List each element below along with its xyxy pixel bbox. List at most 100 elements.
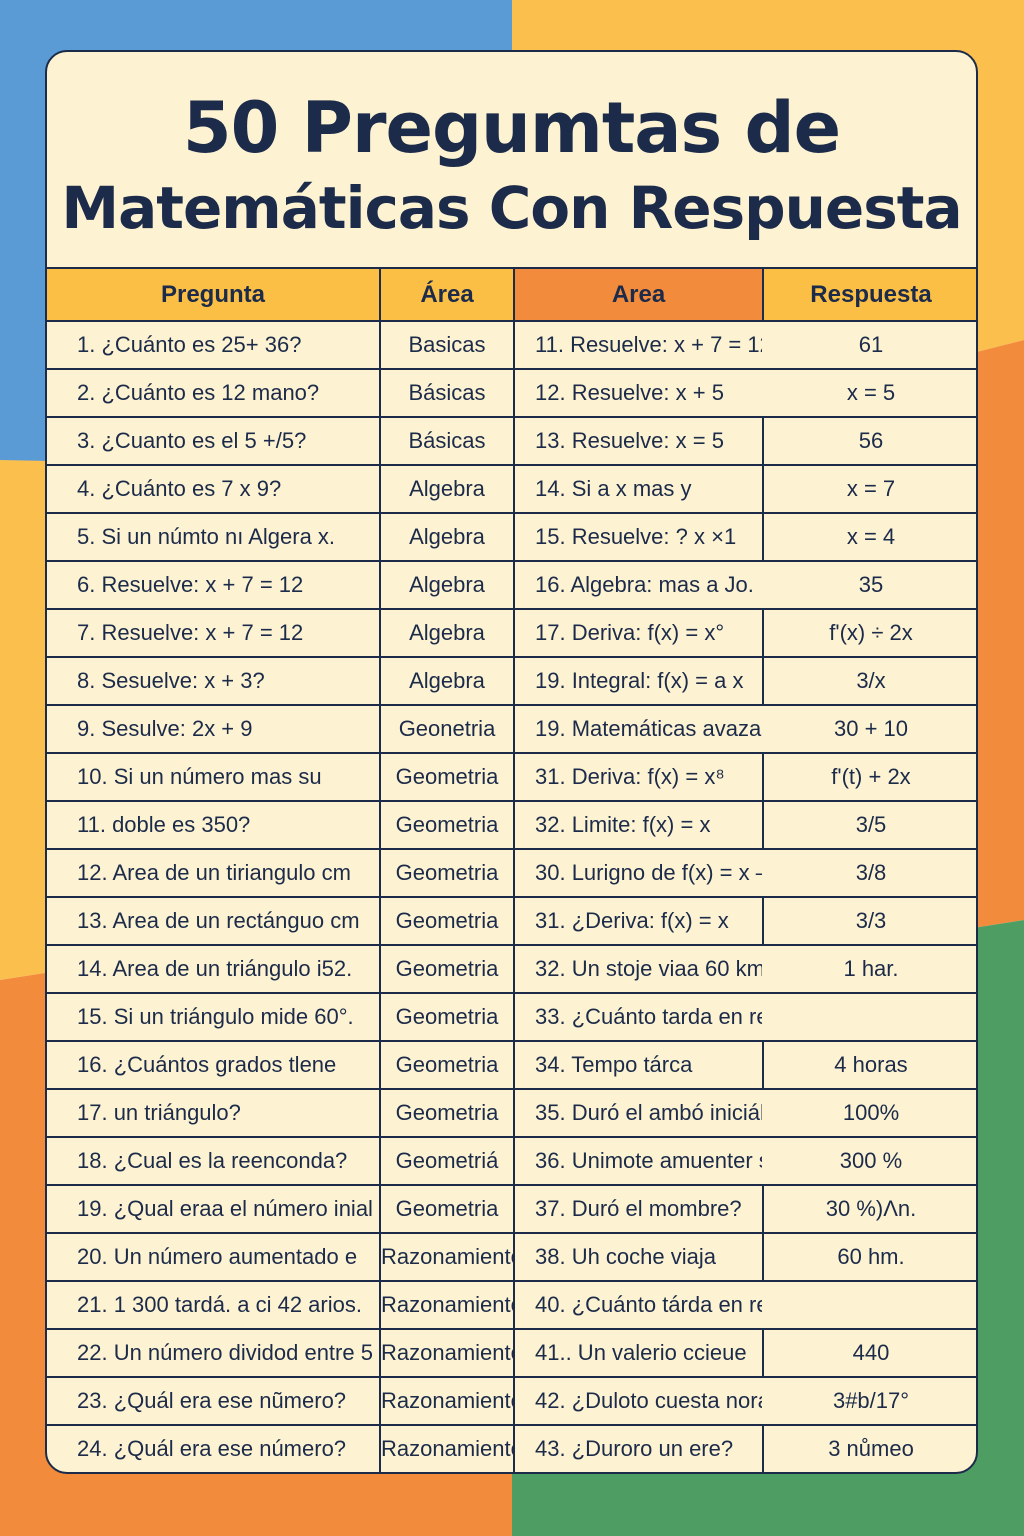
header-area: Área xyxy=(379,267,515,322)
question-2-cell: 19. Matemáticas avazadas xyxy=(513,704,763,754)
question-2-cell: 36. Unimote amuenter s. xyxy=(513,1136,763,1186)
question-2-cell: 11. Resuelve: x + 7 = 12 xyxy=(513,320,763,370)
question-cell: 2. ¿Cuánto es 12 mano? xyxy=(47,368,381,418)
area-cell: Geometria xyxy=(379,800,515,850)
answer-cell: 30 + 10 xyxy=(762,704,976,754)
question-2-cell: 33. ¿Cuánto tarda en recorrer 240 km? xyxy=(513,992,763,1042)
answer-cell xyxy=(762,1280,976,1330)
header-pregunta: Pregunta xyxy=(47,267,381,322)
table-row: 16. ¿Cuántos grados tlene Geometria 34. Te… xyxy=(47,1040,976,1090)
question-2-cell: 30. Lurigno de f(x) = x – 3 xyxy=(513,848,763,898)
area-cell: Básicas xyxy=(379,368,515,418)
question-2-cell: 32. Un stoje viaa 60 km en 1 xyxy=(513,944,763,994)
table-row: 9. Sesulve: 2x + 9 Geonetria 19. Matemátic… xyxy=(47,704,976,754)
answer-cell: 3/5 xyxy=(762,800,976,850)
area-cell: Algebra xyxy=(379,464,515,514)
answer-cell: 60 hm. xyxy=(762,1232,976,1282)
question-cell: 8. Sesuelve: x + 3? xyxy=(47,656,381,706)
answer-cell: 56 xyxy=(762,416,976,466)
question-2-cell: 16. Algebra: mas a Jo. xyxy=(513,560,763,610)
question-cell: 13. Area de un rectánguo cm xyxy=(47,896,381,946)
table-header-row: Pregunta Área Area Respuesta xyxy=(47,267,976,322)
area-cell: Básicas xyxy=(379,416,515,466)
area-cell: Razonamiento xyxy=(379,1232,515,1282)
answer-cell: 440 xyxy=(762,1328,976,1378)
area-cell: Geometriá xyxy=(379,1136,515,1186)
table-row: 22. Un número dividod entre 5 Razonamient… xyxy=(47,1328,976,1378)
table-row: 10. Si un número mas su Geometria 31. Deri… xyxy=(47,752,976,802)
question-cell: 18. ¿Cual es la reenconda? xyxy=(47,1136,381,1186)
question-2-cell: 31. ¿Deriva: f(x) = x xyxy=(513,896,764,946)
answer-cell: 3#b/17° xyxy=(762,1376,976,1426)
area-cell: Razonamiento xyxy=(379,1424,515,1472)
table-row: 15. Si un triángulo mide 60°. Geometria 33… xyxy=(47,992,976,1042)
question-cell: 6. Resuelve: x + 7 = 12 xyxy=(47,560,381,610)
question-2-cell: 19. Integral: f(x) = a x xyxy=(513,656,764,706)
question-2-cell: 13. Resuelve: x = 5 xyxy=(513,416,764,466)
answer-cell: 61 xyxy=(762,320,976,370)
area-cell: Razonamiento xyxy=(379,1376,515,1426)
table-row: 12. Area de un tiriangulo cm Geometria 30.… xyxy=(47,848,976,898)
answer-cell: 1 har. xyxy=(762,944,976,994)
question-2-cell: 43. ¿Duroro un ere? xyxy=(513,1424,764,1472)
answer-cell: f'(x) ÷ 2x xyxy=(762,608,976,658)
area-cell: Geometria xyxy=(379,1184,515,1234)
answer-cell: 3/8 xyxy=(762,848,976,898)
area-cell: Geometria xyxy=(379,752,515,802)
quiz-card: 50 Pregumtas de Matemáticas Con Respuest… xyxy=(45,50,978,1474)
table-row: 7. Resuelve: x + 7 = 12 Algebra 17. Deriva… xyxy=(47,608,976,658)
question-2-cell: 17. Deriva: f(x) = x° xyxy=(513,608,764,658)
question-cell: 23. ¿Quál era ese nũmero? xyxy=(47,1376,381,1426)
question-cell: 14. Area de un triángulo i52. xyxy=(47,944,381,994)
question-2-cell: 15. Resuelve: ? x ×1 xyxy=(513,512,764,562)
question-2-cell: 34. Tempo tárca xyxy=(513,1040,764,1090)
question-cell: 21. 1 300 tardá. a ci 42 arios. xyxy=(47,1280,381,1330)
table-row: 17. un triángulo? Geometria 35. Duró el am… xyxy=(47,1088,976,1138)
question-cell: 3. ¿Cuanto es el 5 +/5? xyxy=(47,416,381,466)
table-row: 24. ¿Quál era ese número? Razonamiento 43.… xyxy=(47,1424,976,1472)
header-area-2: Area xyxy=(513,267,764,322)
table-row: 1. ¿Cuánto es 25+ 36? Basicas 11. Resuelve… xyxy=(47,320,976,370)
table-row: 11. doble es 350? Geometria 32. Limite: f(… xyxy=(47,800,976,850)
question-2-cell: 41.. Un valerio ccieue xyxy=(513,1328,764,1378)
answer-cell: 30 %)Λn. xyxy=(762,1184,976,1234)
question-cell: 10. Si un número mas su xyxy=(47,752,381,802)
question-2-cell: 37. Duró el mombre? xyxy=(513,1184,764,1234)
answer-cell xyxy=(762,992,976,1042)
question-2-cell: 31. Deriva: f(x) = x⁸ xyxy=(513,752,764,802)
question-cell: 7. Resuelve: x + 7 = 12 xyxy=(47,608,381,658)
answer-cell: 3/3 xyxy=(762,896,976,946)
question-2-cell: 40. ¿Cuánto tárda en recorrer 240 km? xyxy=(513,1280,763,1330)
area-cell: Razonamiento xyxy=(379,1280,515,1330)
question-cell: 12. Area de un tiriangulo cm xyxy=(47,848,381,898)
question-cell: 16. ¿Cuántos grados tlene xyxy=(47,1040,381,1090)
table-row: 18. ¿Cual es la reenconda? Geometriá 36. U… xyxy=(47,1136,976,1186)
title-line-2: Matemáticas Con Respuesta xyxy=(61,174,962,242)
question-2-cell: 32. Limite: f(x) = x xyxy=(513,800,764,850)
table-row: 23. ¿Quál era ese nũmero? Razonamiento 42.… xyxy=(47,1376,976,1426)
area-cell: Geometria xyxy=(379,992,515,1042)
question-cell: 15. Si un triángulo mide 60°. xyxy=(47,992,381,1042)
area-cell: Geometria xyxy=(379,896,515,946)
title-line-1: 50 Pregumtas de xyxy=(182,87,841,169)
answer-cell: x = 7 xyxy=(762,464,976,514)
area-cell: Geonetria xyxy=(379,704,515,754)
table-row: 2. ¿Cuánto es 12 mano? Básicas 12. Resuelv… xyxy=(47,368,976,418)
question-cell: 1. ¿Cuánto es 25+ 36? xyxy=(47,320,381,370)
table-row: 14. Area de un triángulo i52. Geometria 32… xyxy=(47,944,976,994)
question-cell: 22. Un número dividod entre 5 xyxy=(47,1328,381,1378)
area-cell: Basicas xyxy=(379,320,515,370)
question-cell: 24. ¿Quál era ese número? xyxy=(47,1424,381,1472)
table-row: 19. ¿Qual eraa el número inial Geometria 3… xyxy=(47,1184,976,1234)
answer-cell: 3 nůmeo xyxy=(762,1424,976,1472)
question-2-cell: 38. Uh coche viaja xyxy=(513,1232,764,1282)
area-cell: Geometria xyxy=(379,1088,515,1138)
area-cell: Algebra xyxy=(379,560,515,610)
table-row: 8. Sesuelve: x + 3? Algebra 19. Integral: … xyxy=(47,656,976,706)
question-cell: 19. ¿Qual eraa el número inial xyxy=(47,1184,381,1234)
answer-cell: 3/x xyxy=(762,656,976,706)
question-cell: 9. Sesulve: 2x + 9 xyxy=(47,704,381,754)
question-2-cell: 14. Si a x mas y xyxy=(513,464,764,514)
table-row: 5. Si un númto nı Algera x. Algebra 15. Re… xyxy=(47,512,976,562)
answer-cell: 300 % xyxy=(762,1136,976,1186)
